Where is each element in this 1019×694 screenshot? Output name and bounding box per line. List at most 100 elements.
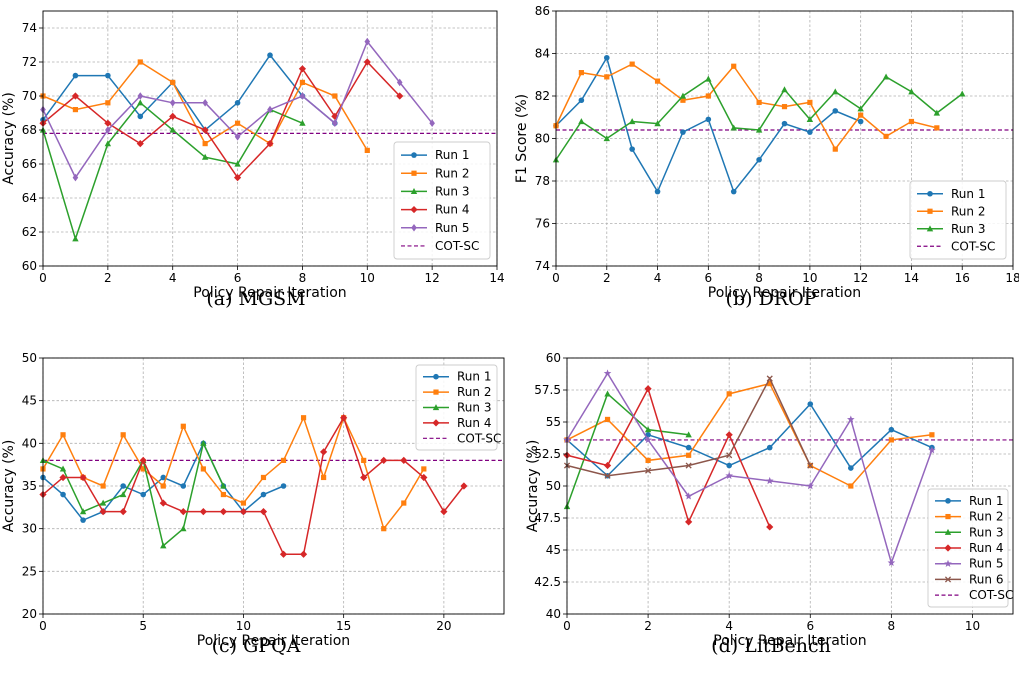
data-point [807, 462, 814, 469]
legend-marker [410, 205, 418, 214]
y-tick-label: 45 [546, 543, 561, 557]
data-point [679, 92, 687, 99]
data-point [848, 465, 854, 471]
data-point [280, 483, 287, 489]
x-tick-label: 10 [965, 619, 980, 633]
legend-marker [926, 225, 934, 232]
data-point [766, 375, 773, 382]
y-tick-label: 74 [535, 259, 550, 273]
data-point [137, 99, 144, 106]
legend-label: COT-SC [457, 431, 501, 445]
data-point [726, 391, 732, 397]
legend-marker [411, 170, 417, 176]
legend-label: Run 3 [435, 184, 469, 198]
data-point [654, 188, 661, 195]
data-point [59, 465, 67, 472]
y-tick-label: 72 [22, 55, 37, 69]
data-point [120, 432, 126, 438]
x-axis-label: Policy Repair Iteration [193, 285, 346, 301]
data-point [119, 491, 127, 498]
data-point [160, 483, 166, 489]
data-point [220, 491, 226, 498]
x-tick-label: 8 [888, 619, 896, 633]
data-point [72, 173, 79, 182]
y-tick-label: 42.5 [534, 575, 561, 589]
x-axis-label: Policy Repair Iteration [713, 633, 866, 649]
y-tick-label: 47.5 [534, 511, 561, 525]
data-point [888, 426, 895, 433]
data-point [882, 73, 890, 80]
legend-label: Run 4 [435, 203, 469, 217]
data-point [200, 439, 207, 446]
legend-label: Run 4 [969, 541, 1003, 555]
data-point [705, 116, 712, 123]
data-point [807, 129, 813, 135]
data-point [604, 472, 611, 479]
data-point [460, 482, 468, 490]
legend-marker [411, 152, 417, 158]
data-point [60, 432, 66, 438]
data-point [381, 526, 387, 532]
legend-marker [944, 544, 952, 552]
x-tick-label: 14 [489, 271, 504, 285]
data-point [340, 414, 348, 422]
legend-marker [944, 559, 952, 567]
data-point [180, 483, 187, 489]
legend-marker [432, 404, 440, 411]
panel-3: 0 5 10 15 20 20 25 30 35 40 45 50 Policy Repair Iter… [1, 351, 505, 657]
data-point [179, 508, 187, 516]
data-point [686, 452, 692, 458]
data-point [684, 492, 693, 500]
x-tick-label: 12 [853, 271, 868, 285]
data-point [260, 474, 267, 481]
legend-marker [945, 513, 951, 520]
data-point [363, 58, 371, 66]
data-point [654, 120, 661, 127]
data-point [234, 120, 241, 126]
x-tick-label: 5 [139, 619, 147, 633]
data-point [180, 525, 187, 532]
x-tick-label: 10 [802, 271, 817, 285]
data-point [170, 79, 176, 85]
data-point [756, 156, 762, 163]
data-point [266, 140, 274, 148]
legend-label: Run 4 [457, 416, 491, 430]
data-point [169, 126, 176, 133]
y-tick-label: 20 [22, 607, 37, 621]
data-point [806, 482, 815, 490]
series-run-3 [39, 439, 227, 549]
series-run-2 [553, 61, 940, 152]
legend-label: Run 2 [951, 204, 985, 218]
data-point [202, 99, 208, 107]
data-point [99, 499, 107, 506]
data-point [807, 401, 814, 407]
legend-label: Run 1 [969, 494, 1003, 508]
y-tick-label: 62 [22, 225, 37, 239]
data-point [629, 146, 635, 152]
x-tick-label: 20 [436, 619, 451, 633]
legend: Run 1 Run 2 Run 3 COT-SC [909, 180, 1007, 260]
data-point [832, 146, 838, 152]
data-point [364, 147, 370, 153]
legend-marker [433, 373, 439, 380]
x-tick-label: 2 [644, 619, 652, 633]
y-tick-label: 76 [535, 217, 550, 231]
data-point [440, 508, 448, 516]
data-point [644, 435, 652, 444]
data-point [726, 462, 732, 469]
data-point [629, 61, 635, 67]
data-point [604, 390, 611, 397]
data-point [72, 107, 79, 113]
panel-caption: (c) GPQA [212, 635, 301, 657]
data-point [159, 499, 167, 507]
data-point [603, 369, 612, 377]
y-tick-label: 57.5 [534, 383, 561, 397]
data-point [766, 444, 773, 451]
data-point [360, 473, 368, 482]
data-point [421, 466, 427, 472]
data-point [959, 90, 966, 97]
data-point [654, 78, 661, 84]
legend-label: Run 3 [969, 525, 1003, 539]
